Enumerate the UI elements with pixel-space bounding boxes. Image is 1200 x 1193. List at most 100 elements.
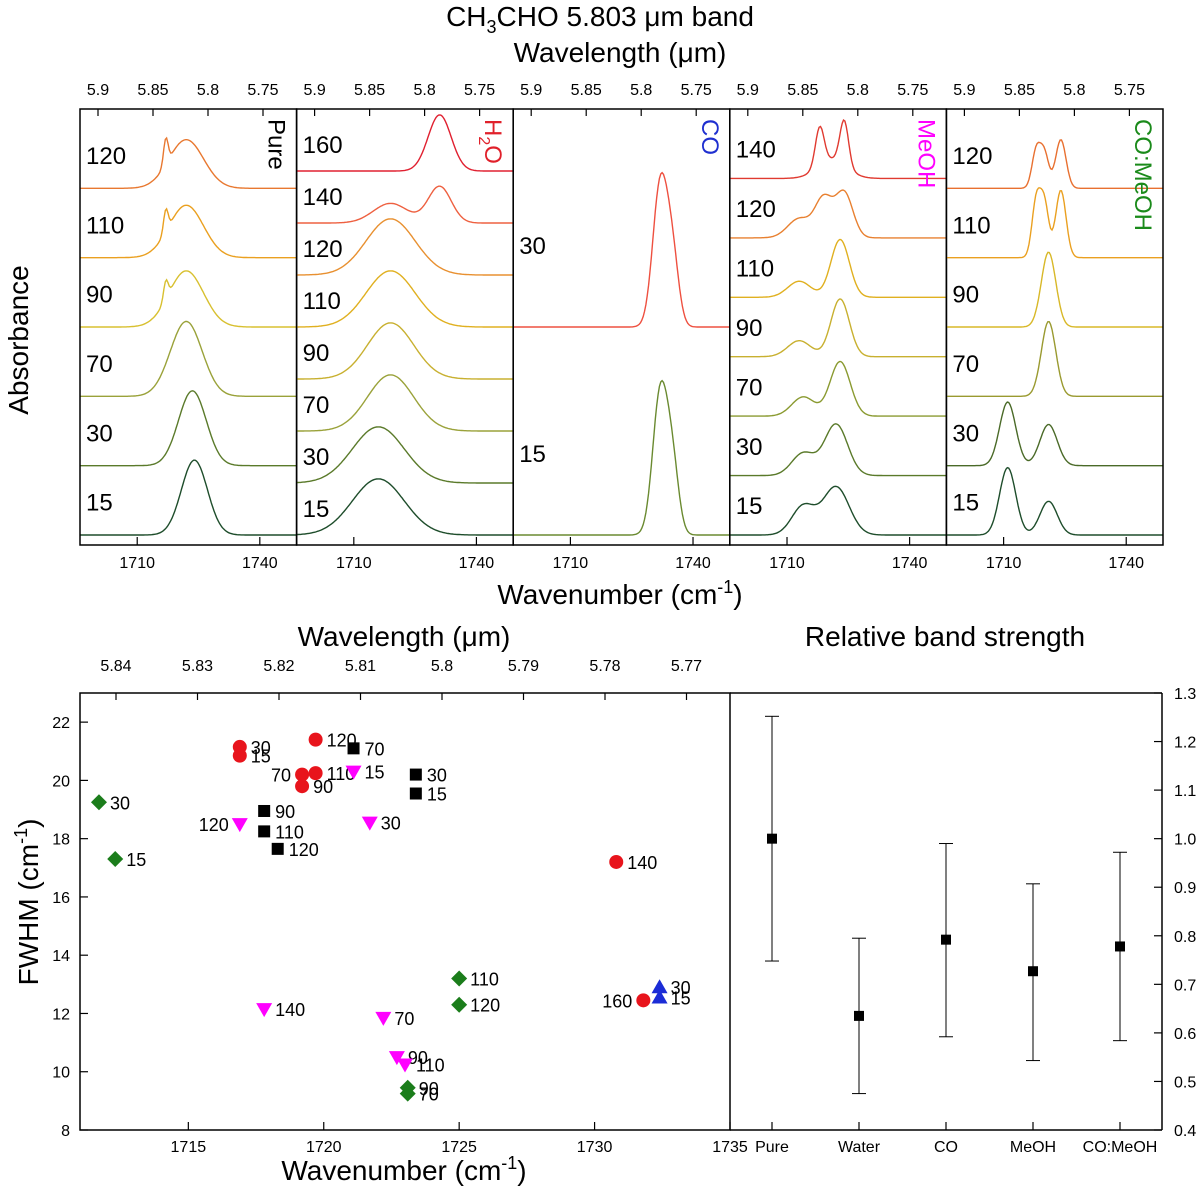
point-label: 70 — [271, 766, 291, 786]
point-label: 15 — [126, 850, 146, 870]
wavelength-tick-label: 5.85 — [354, 82, 385, 99]
relative-band-strength-panel: 0.4 0.5 0.6 0.7 0.8 0.9 1.0 1.1 1.2 1.3 Pure Water C… — [730, 686, 1196, 1156]
spectrum-label-110: 110 — [736, 255, 774, 282]
y-tick-label: 1.2 — [1174, 735, 1196, 752]
wavelength-tick-label: 5.84 — [100, 658, 131, 675]
value-marker — [767, 833, 777, 844]
spectrum-label-120: 120 — [736, 196, 776, 223]
wavelength-tick-label: 5.75 — [464, 82, 495, 99]
spectrum-line-110 — [80, 204, 297, 259]
spectrum-label-70: 70 — [952, 351, 979, 378]
wavelength-tick-label: 5.75 — [681, 82, 712, 99]
y-tick-label: 1.1 — [1174, 783, 1196, 800]
marker-diamond — [90, 794, 107, 811]
category-label: Pure — [755, 1139, 789, 1156]
value-marker — [854, 1010, 864, 1021]
panel-label: H2O — [475, 119, 506, 164]
spectrum-label-15: 15 — [952, 490, 979, 517]
point-label: 90 — [313, 777, 333, 797]
y-tick-label: 0.9 — [1174, 880, 1196, 897]
spectrum-label-15: 15 — [86, 490, 113, 517]
x-tick-label: 1715 — [171, 1139, 207, 1156]
y-tick-label: 1.0 — [1174, 832, 1196, 849]
point-label: 30 — [110, 793, 130, 813]
spectrum-label-120: 120 — [303, 236, 343, 263]
spectrum-line-70 — [296, 374, 514, 432]
panel-meoh: 15 30 70 90 110 120 140 MeOH 1710 1740 5.9 5.85 5.8 5… — [729, 82, 948, 572]
spectrum-label-110: 110 — [303, 288, 341, 315]
x-tick-label: 1710 — [336, 555, 372, 572]
x-tick-label: 1720 — [306, 1139, 342, 1156]
spectrum-label-110: 110 — [86, 212, 124, 239]
point-label: 30 — [381, 814, 401, 834]
wavelength-tick-label: 5.9 — [303, 82, 325, 99]
marker-diamond — [107, 851, 124, 868]
point-label: 30 — [251, 738, 271, 758]
spectra-panels: 15 30 70 90 110 120 Pure 1710 1740 5.9 5.85 5.8 5.75… — [79, 82, 1164, 572]
marker-circle — [295, 767, 310, 782]
spectrum-label-90: 90 — [86, 282, 113, 309]
spectrum-label-90: 90 — [952, 282, 979, 309]
fwhm-frame — [79, 692, 731, 1131]
wavelength-tick-label: 5.8 — [413, 82, 435, 99]
marker-square — [409, 787, 422, 800]
spectrum-label-15: 15 — [303, 496, 330, 523]
wavelength-tick-label: 5.85 — [571, 82, 602, 99]
value-marker — [941, 934, 951, 945]
wavelength-tick-label: 5.77 — [671, 658, 702, 675]
point-label: 120 — [470, 996, 500, 1016]
point-label: 30 — [671, 978, 691, 998]
marker-circle — [232, 748, 247, 763]
wavelength-tick-label: 5.82 — [263, 658, 294, 675]
panel-frame — [945, 108, 1164, 546]
point-label: 15 — [427, 785, 447, 805]
spectrum-line-120 — [80, 136, 297, 189]
spectrum-line-140 — [729, 119, 947, 180]
marker-triangle-up — [651, 989, 668, 1004]
wavelength-tick-label: 5.8 — [630, 82, 652, 99]
wavelength-tick-label: 5.9 — [87, 82, 109, 99]
wavelength-tick-label: 5.85 — [137, 82, 168, 99]
spectrum-line-90 — [946, 251, 1163, 328]
value-marker — [1028, 966, 1038, 977]
y-tick-label: 0.8 — [1174, 929, 1196, 946]
spectrum-line-70 — [729, 360, 947, 417]
y-tick-label: 20 — [52, 773, 70, 790]
spectrum-label-70: 70 — [303, 392, 330, 419]
y-tick-label: 0.5 — [1174, 1074, 1196, 1091]
spectrum-line-15 — [296, 478, 514, 536]
marker-triangle-down — [397, 1058, 413, 1073]
marker-square — [258, 825, 271, 838]
point-label: 110 — [416, 1055, 445, 1075]
point-label: 120 — [199, 815, 229, 835]
panel-pure: 15 30 70 90 110 120 Pure 1710 1740 5.9 5.85 5.8 5.75 — [79, 82, 298, 572]
panel-label: CO — [696, 119, 723, 155]
spectrum-label-120: 120 — [86, 143, 126, 170]
spectrum-line-30 — [946, 401, 1163, 467]
marker-triangle-down — [361, 816, 378, 831]
marker-triangle-down — [388, 1051, 405, 1066]
wavelength-tick-label: 5.83 — [182, 658, 213, 675]
top-wavelength-label: Wavelength (μm) — [514, 37, 727, 68]
top-ylabel: Absorbance — [3, 265, 34, 414]
point-label: 110 — [470, 970, 499, 990]
point-label: 140 — [627, 853, 657, 873]
wavelength-tick-label: 5.9 — [520, 82, 542, 99]
point-label: 70 — [394, 1009, 414, 1029]
spectrum-line-90 — [729, 298, 947, 358]
x-tick-label: 1730 — [577, 1139, 613, 1156]
marker-square — [258, 804, 271, 817]
category-label: CO:MeOH — [1083, 1139, 1158, 1156]
wavelength-tick-label: 5.79 — [508, 658, 539, 675]
marker-circle — [308, 732, 323, 747]
spectrum-line-15 — [513, 379, 730, 536]
marker-diamond — [399, 1085, 416, 1102]
wavelength-tick-label: 5.75 — [1114, 82, 1145, 99]
x-tick-label: 1740 — [1108, 555, 1144, 572]
marker-circle — [636, 993, 651, 1008]
spectrum-line-160 — [296, 114, 514, 172]
spectrum-label-90: 90 — [303, 340, 330, 367]
